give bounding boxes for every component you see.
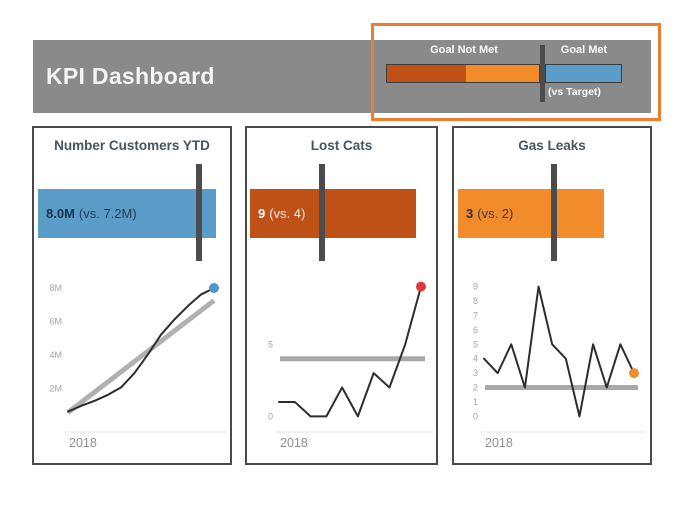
svg-text:0: 0 <box>473 411 478 421</box>
trend-line-chart-lost-cats[interactable]: 0 5 2018 <box>251 266 435 452</box>
kpi-value: 8.0M <box>46 206 75 221</box>
card-title: Lost Cats <box>310 138 373 153</box>
card-title: Number Customers YTD <box>54 138 210 153</box>
kpi-vs-target: (vs. 4) <box>269 206 306 221</box>
svg-text:4M: 4M <box>49 350 62 360</box>
svg-text:4: 4 <box>473 354 478 364</box>
svg-text:1: 1 <box>473 397 478 407</box>
svg-text:7: 7 <box>473 310 478 320</box>
target-reference-line <box>196 164 202 261</box>
svg-text:2M: 2M <box>49 383 62 393</box>
legend-swatch-bad[interactable] <box>466 65 539 82</box>
legend-swatch-good[interactable] <box>546 65 621 82</box>
svg-text:2018: 2018 <box>485 436 513 450</box>
legend-goal-not-met-label: Goal Not Met <box>430 44 498 56</box>
svg-text:8M: 8M <box>49 283 62 293</box>
legend-goal-met-label: Goal Met <box>560 44 608 56</box>
svg-text:2018: 2018 <box>69 436 97 450</box>
target-reference-line <box>551 164 557 261</box>
legend-swatch-worse[interactable] <box>387 65 466 82</box>
kpi-value: 9 <box>258 206 266 221</box>
trend-line-chart-gas-leaks[interactable]: 0 1 2 3 4 5 6 7 8 9 2018 <box>458 266 648 452</box>
legend-bar-goal-not-met[interactable] <box>386 64 540 83</box>
legend-highlight-box: Goal Not Met Goal Met (vs Target) <box>371 23 661 121</box>
target-reference-line <box>319 164 325 261</box>
legend-bar-goal-met[interactable] <box>545 64 622 83</box>
kpi-card-number-customers: Number Customers YTD 8.0M (vs. 7.2M) 2M 4… <box>32 126 232 465</box>
kpi-vs-target: (vs. 7.2M) <box>78 206 137 221</box>
kpi-vs-target: (vs. 2) <box>477 206 514 221</box>
svg-text:0: 0 <box>268 411 273 421</box>
svg-text:6M: 6M <box>49 316 62 326</box>
svg-text:5: 5 <box>268 339 273 349</box>
kpi-bullet-bar[interactable]: 3 (vs. 2) <box>458 189 604 238</box>
trend-line-chart-number-customers-ytd[interactable]: 2M 4M 6M 8M 2018 <box>38 266 228 452</box>
card-title: Gas Leaks <box>518 138 586 153</box>
svg-text:5: 5 <box>473 339 478 349</box>
svg-text:2018: 2018 <box>280 436 308 450</box>
page-title: KPI Dashboard <box>46 63 215 89</box>
svg-text:3: 3 <box>473 368 478 378</box>
svg-text:9: 9 <box>473 282 478 292</box>
kpi-bullet-bar[interactable]: 9 (vs. 4) <box>250 189 416 238</box>
legend-target-line <box>540 45 545 102</box>
svg-text:8: 8 <box>473 296 478 306</box>
legend-vs-target-label: (vs Target) <box>548 86 601 98</box>
kpi-value: 3 <box>466 206 474 221</box>
svg-text:6: 6 <box>473 325 478 335</box>
kpi-bullet-bar[interactable]: 8.0M (vs. 7.2M) <box>38 189 216 238</box>
svg-text:2: 2 <box>473 383 478 393</box>
kpi-card-lost-cats: Lost Cats 9 (vs. 4) 0 5 2018 <box>245 126 438 465</box>
kpi-card-gas-leaks: Gas Leaks 3 (vs. 2) 0 1 2 3 4 5 6 7 8 9 2018 <box>452 126 652 465</box>
